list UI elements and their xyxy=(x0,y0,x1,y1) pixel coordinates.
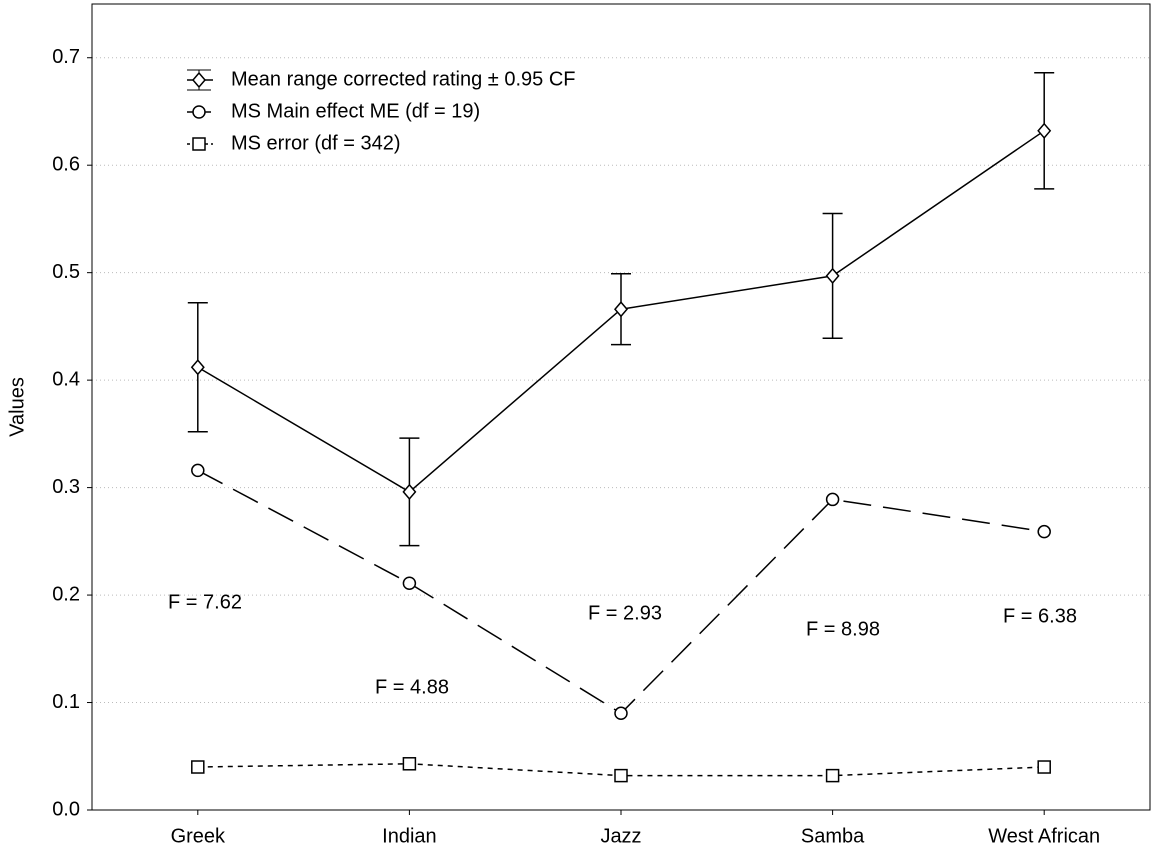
marker xyxy=(1037,122,1052,139)
legend-marker xyxy=(192,137,206,151)
legend-label: MS Main effect ME (df = 19) xyxy=(231,100,480,122)
annotation: F = 6.38 xyxy=(1003,605,1077,627)
legend-label: MS error (df = 342) xyxy=(231,132,401,154)
y-tick-label: 0.1 xyxy=(52,691,80,713)
marker xyxy=(825,768,840,783)
marker xyxy=(190,359,205,376)
y-tick-label: 0.4 xyxy=(52,368,80,390)
marker xyxy=(1037,760,1051,774)
marker xyxy=(402,576,417,590)
y-axis-label: Values xyxy=(6,377,28,437)
x-tick-label: Greek xyxy=(171,825,226,847)
x-tick-label: West African xyxy=(988,825,1100,847)
x-tick-label: Indian xyxy=(382,825,437,847)
marker xyxy=(825,492,840,507)
marker xyxy=(191,760,205,774)
legend-label: Mean range corrected rating ± 0.95 CF xyxy=(231,68,575,90)
marker xyxy=(825,267,840,285)
annotation: F = 7.62 xyxy=(168,591,242,613)
y-tick-label: 0.3 xyxy=(52,476,80,498)
legend-marker xyxy=(192,105,206,119)
annotation: F = 2.93 xyxy=(588,602,662,624)
annotation: F = 8.98 xyxy=(806,618,880,640)
marker xyxy=(191,463,205,478)
x-tick-label: Samba xyxy=(801,825,865,847)
annotation: F = 4.88 xyxy=(375,676,449,698)
x-tick-label: Jazz xyxy=(600,825,641,847)
marker xyxy=(614,706,628,721)
marker xyxy=(402,483,417,501)
y-tick-label: 0.2 xyxy=(52,583,80,605)
y-tick-label: 0.5 xyxy=(52,261,80,283)
y-tick-label: 0.6 xyxy=(52,153,80,175)
marker xyxy=(614,768,628,783)
legend-marker xyxy=(192,71,206,89)
y-tick-label: 0.0 xyxy=(52,798,80,820)
y-tick-label: 0.7 xyxy=(52,46,80,68)
marker xyxy=(1037,524,1051,539)
marker xyxy=(614,301,628,318)
marker xyxy=(402,757,417,771)
